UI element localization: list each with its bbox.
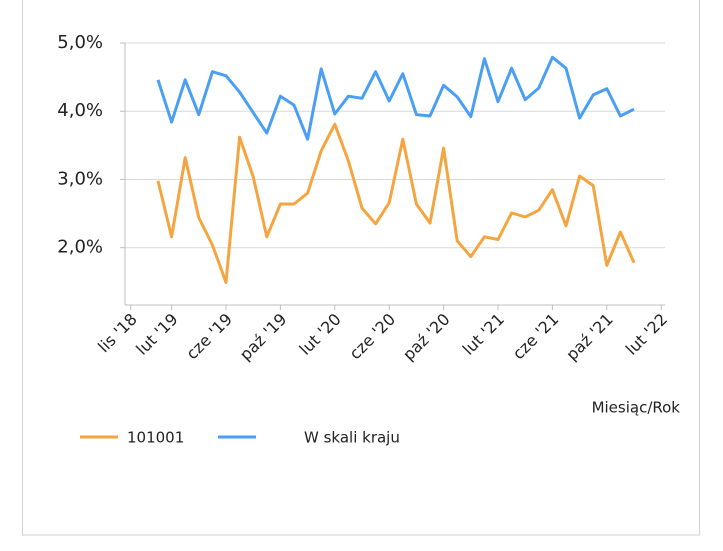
chart-border <box>22 0 700 536</box>
legend-label: 101001 <box>127 429 184 447</box>
x-tick-label: lut '21 <box>459 310 508 359</box>
x-tick-label: cze '19 <box>182 310 236 364</box>
x-tick-label: paź '19 <box>236 310 291 365</box>
y-tick-label: 3,0% <box>57 168 103 189</box>
x-tick-label: paź '21 <box>562 310 617 365</box>
x-tick-label: lut '19 <box>132 310 181 359</box>
series-line <box>156 122 636 284</box>
y-tick-label: 5,0% <box>57 32 103 53</box>
legend-label: W skali kraju <box>304 429 400 447</box>
series-line <box>156 55 635 141</box>
y-tick-label: 2,0% <box>57 237 103 258</box>
x-tick-label: cze '20 <box>346 310 400 364</box>
y-tick-label: 4,0% <box>57 100 103 121</box>
x-tick-label: lis '18 <box>94 310 141 357</box>
x-tick-label: cze '21 <box>509 310 563 364</box>
x-tick-label: lut '20 <box>296 310 345 359</box>
x-axis-label: Miesiąc/Rok <box>592 399 681 417</box>
x-tick-label: paź '20 <box>399 310 454 365</box>
x-tick-label: lut '22 <box>622 310 671 359</box>
